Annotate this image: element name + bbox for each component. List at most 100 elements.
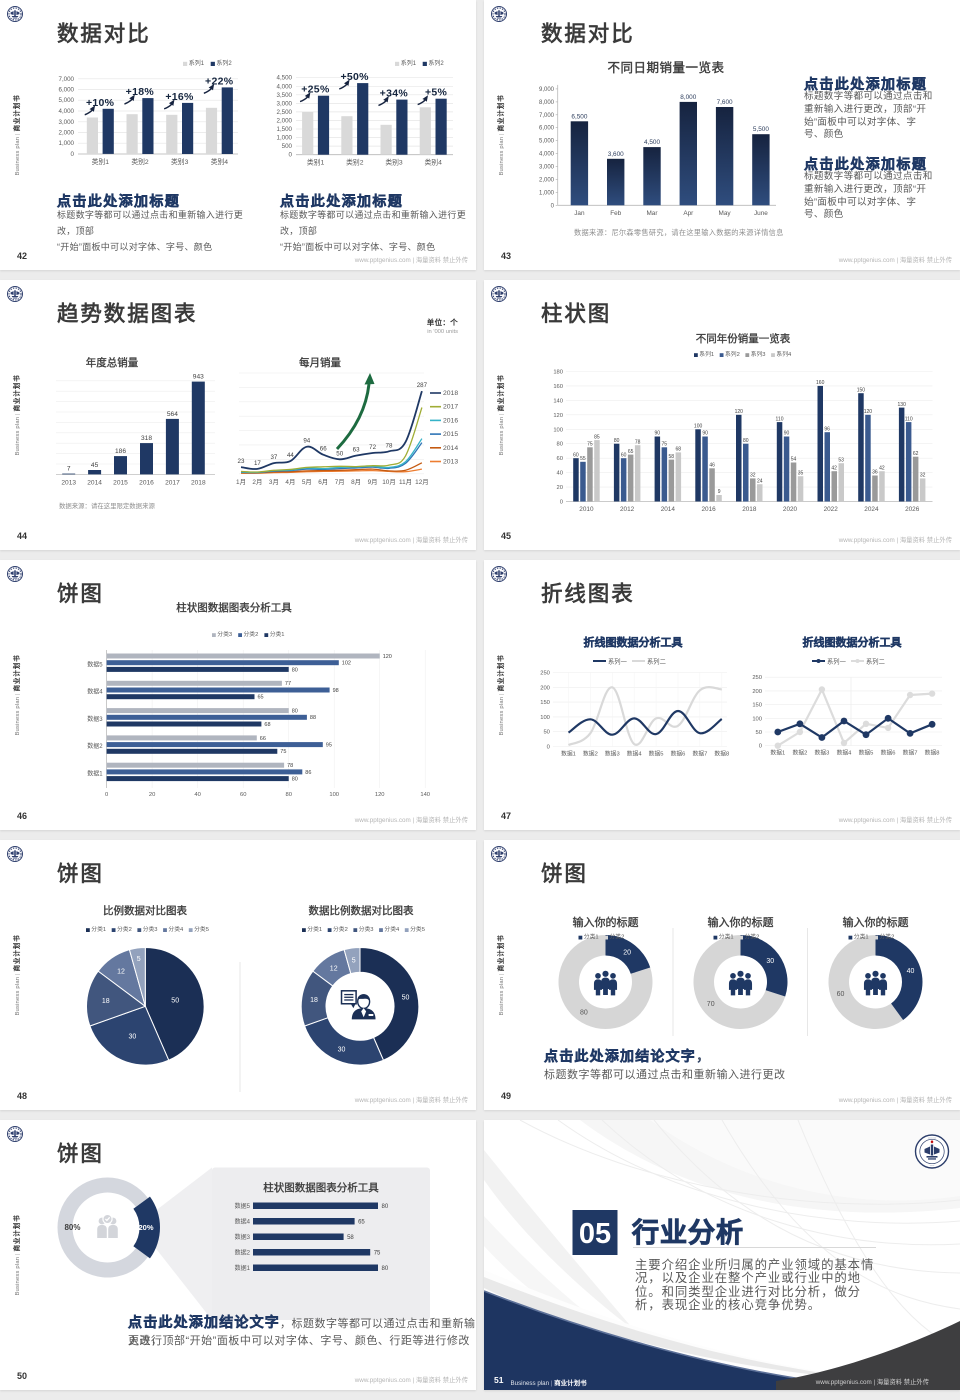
svg-text:数据5: 数据5 xyxy=(87,660,103,668)
svg-text:60: 60 xyxy=(557,456,563,462)
svg-text:0: 0 xyxy=(551,203,555,209)
svg-text:输入你的标题: 输入你的标题 xyxy=(573,915,639,929)
svg-text:10月: 10月 xyxy=(382,478,396,486)
svg-text:100: 100 xyxy=(329,792,339,798)
svg-text:62: 62 xyxy=(913,451,919,457)
svg-text:42: 42 xyxy=(879,465,885,471)
svg-text:数据4: 数据4 xyxy=(837,749,853,757)
svg-text:80: 80 xyxy=(382,1204,389,1210)
svg-text:分类2: 分类2 xyxy=(117,925,132,933)
svg-text:30: 30 xyxy=(129,1034,137,1041)
svg-text:数据2: 数据2 xyxy=(583,750,598,758)
svg-text:+18%: +18% xyxy=(126,86,155,98)
svg-text:数据7: 数据7 xyxy=(903,749,918,757)
svg-text:类别1: 类别1 xyxy=(92,157,110,166)
svg-text:系列1: 系列1 xyxy=(401,59,417,67)
svg-text:80: 80 xyxy=(557,442,563,448)
svg-text:4,000: 4,000 xyxy=(539,152,555,158)
svg-text:2010: 2010 xyxy=(579,506,594,513)
svg-text:分类1: 分类1 xyxy=(270,630,285,638)
svg-text:120: 120 xyxy=(864,409,873,415)
svg-text:140: 140 xyxy=(553,398,563,404)
svg-text:类别1: 类别1 xyxy=(307,158,325,167)
svg-text:数据来源：请在这里限定数据来源: 数据来源：请在这里限定数据来源 xyxy=(59,501,155,510)
svg-text:9: 9 xyxy=(718,489,721,495)
svg-text:75: 75 xyxy=(374,1251,381,1257)
svg-text:数据4: 数据4 xyxy=(87,688,103,696)
svg-text:输入你的标题: 输入你的标题 xyxy=(708,915,774,929)
svg-text:72: 72 xyxy=(369,444,376,451)
svg-text:1,000: 1,000 xyxy=(277,135,293,142)
svg-text:6,500: 6,500 xyxy=(571,113,587,120)
svg-text:2024: 2024 xyxy=(864,506,879,513)
svg-text:8月: 8月 xyxy=(351,478,361,486)
svg-text:68: 68 xyxy=(264,722,270,728)
svg-text:系列1: 系列1 xyxy=(699,350,714,358)
svg-text:数据2: 数据2 xyxy=(235,1249,251,1257)
svg-text:分类3: 分类3 xyxy=(217,630,232,638)
svg-text:分类2: 分类2 xyxy=(880,933,895,941)
svg-text:◦◦◦◦◦: ◦◦◦◦◦ xyxy=(930,1164,935,1167)
svg-text:65: 65 xyxy=(258,695,264,701)
svg-text:数据2: 数据2 xyxy=(792,749,807,757)
svg-text:96: 96 xyxy=(824,426,830,432)
svg-text:94: 94 xyxy=(303,438,310,445)
svg-text:系列1: 系列1 xyxy=(189,59,205,67)
svg-text:2012: 2012 xyxy=(620,506,635,513)
svg-text:32: 32 xyxy=(920,473,926,479)
svg-text:2016: 2016 xyxy=(139,479,154,486)
svg-text:2018: 2018 xyxy=(191,479,206,486)
svg-text:2022: 2022 xyxy=(824,506,839,513)
svg-text:0: 0 xyxy=(759,744,762,750)
svg-text:2,000: 2,000 xyxy=(539,177,555,183)
svg-text:250: 250 xyxy=(752,675,762,681)
svg-text:2018: 2018 xyxy=(742,506,757,513)
svg-text:24: 24 xyxy=(757,478,763,484)
svg-text:53: 53 xyxy=(838,457,844,463)
svg-text:36: 36 xyxy=(872,470,878,476)
svg-text:系列2: 系列2 xyxy=(216,59,232,67)
svg-text:数据5: 数据5 xyxy=(859,749,874,757)
svg-text:75: 75 xyxy=(280,749,286,755)
svg-text:3,000: 3,000 xyxy=(59,119,75,126)
svg-text:55: 55 xyxy=(580,456,586,462)
svg-text:2018: 2018 xyxy=(443,390,458,397)
svg-text:类别2: 类别2 xyxy=(346,158,364,167)
svg-text:2014: 2014 xyxy=(661,506,676,513)
svg-text:+22%: +22% xyxy=(205,75,234,87)
svg-text:系列二: 系列二 xyxy=(866,657,885,666)
svg-text:2,500: 2,500 xyxy=(277,109,293,116)
svg-text:20: 20 xyxy=(149,792,155,798)
svg-text:85: 85 xyxy=(594,434,600,440)
svg-text:数据3: 数据3 xyxy=(235,1233,251,1241)
svg-text:数据5: 数据5 xyxy=(649,750,664,758)
svg-text:Feb: Feb xyxy=(610,210,621,217)
svg-text:80: 80 xyxy=(580,1009,588,1016)
svg-text:160: 160 xyxy=(816,380,825,386)
svg-text:2013: 2013 xyxy=(443,459,458,466)
svg-text:95: 95 xyxy=(326,743,332,749)
svg-text:Apr: Apr xyxy=(683,210,694,217)
svg-text:1,000: 1,000 xyxy=(539,190,555,196)
svg-text:5,000: 5,000 xyxy=(539,139,555,145)
svg-text:May: May xyxy=(719,210,732,217)
svg-text:50: 50 xyxy=(756,730,762,736)
svg-text:分类1: 分类1 xyxy=(854,933,869,941)
svg-text:0: 0 xyxy=(289,152,293,159)
svg-text:78: 78 xyxy=(386,442,393,449)
svg-text:287: 287 xyxy=(417,382,428,389)
svg-text:◦◦◦◦◦◦◦: ◦◦◦◦◦◦◦ xyxy=(928,1136,936,1140)
svg-text:0: 0 xyxy=(105,792,108,798)
svg-text:2016: 2016 xyxy=(701,506,716,513)
svg-text:分类2: 分类2 xyxy=(745,933,760,941)
svg-text:12: 12 xyxy=(117,968,125,975)
svg-text:18: 18 xyxy=(102,998,110,1005)
svg-text:40: 40 xyxy=(194,792,200,798)
svg-text:20: 20 xyxy=(557,485,563,491)
svg-text:54: 54 xyxy=(791,457,797,463)
svg-text:68: 68 xyxy=(676,447,682,453)
svg-text:5,000: 5,000 xyxy=(59,97,75,104)
svg-text:90: 90 xyxy=(784,431,790,437)
svg-text:186: 186 xyxy=(115,448,126,455)
svg-text:150: 150 xyxy=(540,700,550,706)
